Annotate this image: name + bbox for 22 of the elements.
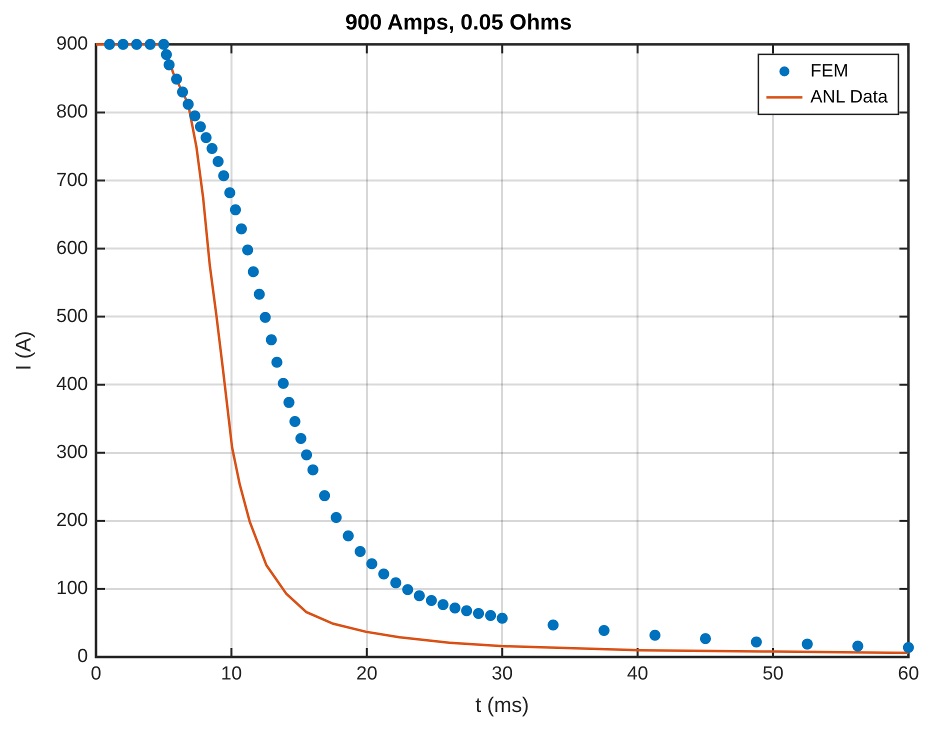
y-tick-label: 200	[56, 510, 88, 532]
legend-label: FEM	[810, 60, 848, 80]
x-tick-label: 40	[627, 664, 648, 685]
y-tick-label: 100	[56, 578, 88, 600]
x-tick-label: 30	[492, 664, 513, 685]
y-tick-label: 900	[56, 34, 88, 55]
x-tick-label: 50	[762, 664, 784, 685]
chart-title: 900 Amps, 0.05 Ohms	[345, 9, 572, 34]
y-tick-label: 700	[56, 170, 88, 191]
y-tick-label: 400	[56, 374, 88, 395]
y-tick-label: 800	[56, 102, 88, 123]
x-tick-label: 0	[90, 664, 102, 685]
y-tick-label: 600	[56, 238, 88, 259]
x-tick-label: 10	[220, 664, 242, 685]
y-axis-title: I (A)	[12, 330, 36, 371]
y-tick-label: 0	[77, 646, 88, 668]
y-tick-label: 500	[56, 306, 88, 327]
x-axis-title: t (ms)	[475, 694, 530, 718]
x-tick-label: 20	[356, 664, 378, 685]
x-tick-label: 60	[898, 664, 920, 685]
legend-label: ANL Data	[810, 86, 889, 106]
y-tick-label: 300	[56, 442, 88, 464]
